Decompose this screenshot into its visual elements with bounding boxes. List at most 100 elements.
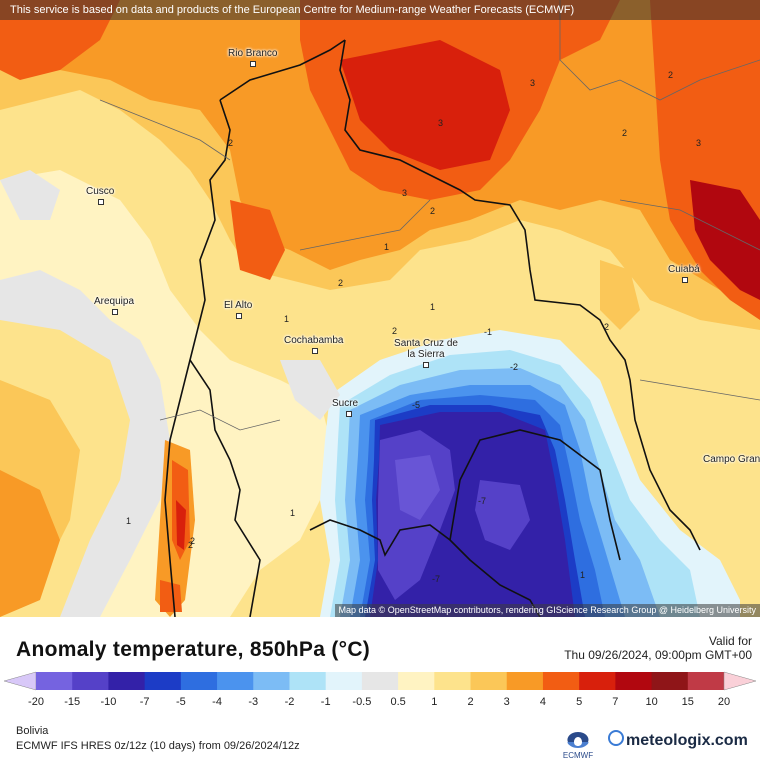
contour-label: 3 [438, 118, 444, 128]
contour-label: 2 [668, 70, 674, 80]
scale-tick-label: 2 [467, 696, 474, 708]
scale-tick-label: 1 [431, 696, 438, 708]
scale-tick-label: 5 [576, 696, 583, 708]
contour-label: 1 [430, 302, 436, 312]
city-label: Cochabamba [284, 335, 344, 346]
city-label: Rio Branco [228, 48, 278, 59]
scale-tick-label: -2 [284, 696, 295, 708]
meteologix-logo[interactable]: meteologix.com [608, 730, 748, 750]
contour-label: -7 [478, 496, 487, 506]
contour-label: -1 [484, 327, 493, 337]
model-info: ECMWF IFS HRES 0z/12z (10 days) from 09/… [16, 740, 300, 752]
city-marker-icon [98, 199, 104, 206]
city-label: Arequipa [94, 296, 135, 307]
contour-label: 1 [284, 314, 290, 324]
city-label: Sucre [332, 398, 359, 409]
scale-swatch [289, 672, 327, 690]
region-label: Bolivia [16, 725, 49, 737]
scale-swatch [325, 672, 363, 690]
contour-label: 1 [126, 516, 132, 526]
city-label: Santa Cruz de la Sierra [394, 338, 458, 360]
scale-tick-label: 4 [539, 696, 546, 708]
city-sucre[interactable]: Sucre [332, 398, 358, 420]
scale-swatch [144, 672, 182, 690]
contour-label: 1 [384, 242, 390, 252]
color-scale-ticks: -20 -15 -10 -7 -5 -4 -3 -2 -1 -0.5 0.5 1 2 3 4 5 7 10 15 20 [0, 696, 760, 712]
scale-tick-label: -7 [139, 696, 150, 708]
contour-label: 2 [338, 278, 344, 288]
scale-tick-label: -0.5 [352, 696, 372, 708]
anomaly-field [0, 0, 760, 617]
scale-swatch [434, 672, 472, 690]
scale-swatch [687, 672, 725, 690]
contour-label: 3 [696, 138, 702, 148]
scale-min-arrow [3, 671, 37, 691]
contour-label: 3 [402, 188, 408, 198]
scale-swatch [542, 672, 580, 690]
brand-text: meteologix.com [626, 732, 748, 749]
valid-label: Valid for [708, 634, 752, 648]
contour-label: 2 [188, 540, 194, 550]
city-marker-icon [346, 411, 352, 418]
scale-max-arrow [723, 671, 757, 691]
brand-icon [608, 730, 624, 746]
city-marker-icon [312, 348, 318, 355]
page-title: Anomaly temperature, 850hPa (°C) [16, 638, 371, 661]
scale-tick-label: -15 [64, 696, 81, 708]
city-marker-icon [682, 277, 688, 284]
weather-map[interactable]: This service is based on data and produc… [0, 0, 760, 617]
scale-swatch [180, 672, 218, 690]
scale-tick-label: -3 [248, 696, 259, 708]
scale-swatch [36, 672, 73, 690]
scale-tick-label: -20 [28, 696, 44, 708]
scale-tick-label: 10 [645, 696, 658, 708]
contour-label: 2 [228, 138, 234, 148]
city-label: Cuiabá [668, 264, 700, 275]
scale-tick-label: 7 [612, 696, 619, 708]
scale-tick-label: -5 [175, 696, 186, 708]
city-label: Campo Grande [703, 454, 760, 465]
scale-swatch [398, 672, 435, 690]
city-cuiaba[interactable]: Cuiabá [668, 264, 700, 286]
contour-label: 2 [392, 326, 398, 336]
city-santa-cruz[interactable]: Santa Cruz de la Sierra [394, 338, 458, 371]
city-cochabamba[interactable]: Cochabamba [284, 335, 343, 357]
scale-swatch [506, 672, 544, 690]
contour-label: -2 [510, 362, 519, 372]
scale-swatch [579, 672, 616, 690]
city-el-alto[interactable]: El Alto [224, 300, 252, 322]
contour-label: 3 [530, 78, 536, 88]
scale-tick-label: 3 [503, 696, 510, 708]
data-source-notice: This service is based on data and produc… [0, 0, 760, 20]
ecmwf-text: ECMWF [563, 751, 593, 760]
scale-swatch [615, 672, 653, 690]
ecmwf-logo-icon: ECMWF [563, 732, 593, 760]
contour-label: 1 [580, 570, 586, 580]
scale-tick-label: 20 [717, 696, 731, 708]
scale-tick-label: 15 [681, 696, 694, 708]
city-label: Cusco [86, 186, 115, 197]
city-marker-icon [236, 313, 242, 320]
city-marker-icon [250, 61, 256, 68]
contour-label: 2 [430, 206, 436, 216]
contour-label: 1 [290, 508, 296, 518]
city-campo-grande[interactable]: Campo Grande [703, 454, 760, 465]
ecmwf-logo[interactable]: ECMWF [556, 728, 600, 760]
scale-swatch [253, 672, 290, 690]
contour-label: 2 [190, 536, 196, 546]
city-arequipa[interactable]: Arequipa [94, 296, 134, 318]
city-rio-branco[interactable]: Rio Branco [228, 48, 277, 70]
contour-label: 2 [604, 322, 610, 332]
valid-time: Thu 09/26/2024, 09:00pm GMT+00 [564, 648, 752, 662]
scale-tick-label: -10 [100, 696, 117, 708]
city-marker-icon [423, 362, 429, 369]
scale-swatch [217, 672, 254, 690]
map-attribution[interactable]: Map data © OpenStreetMap contributors, r… [334, 604, 760, 617]
scale-swatch [72, 672, 109, 690]
scale-tick-label: -4 [212, 696, 222, 708]
scale-swatch [470, 672, 508, 690]
city-cusco[interactable]: Cusco [86, 186, 114, 208]
scale-tick-label: -1 [320, 696, 331, 708]
color-scale-bar [3, 671, 757, 691]
city-label: El Alto [224, 300, 253, 311]
